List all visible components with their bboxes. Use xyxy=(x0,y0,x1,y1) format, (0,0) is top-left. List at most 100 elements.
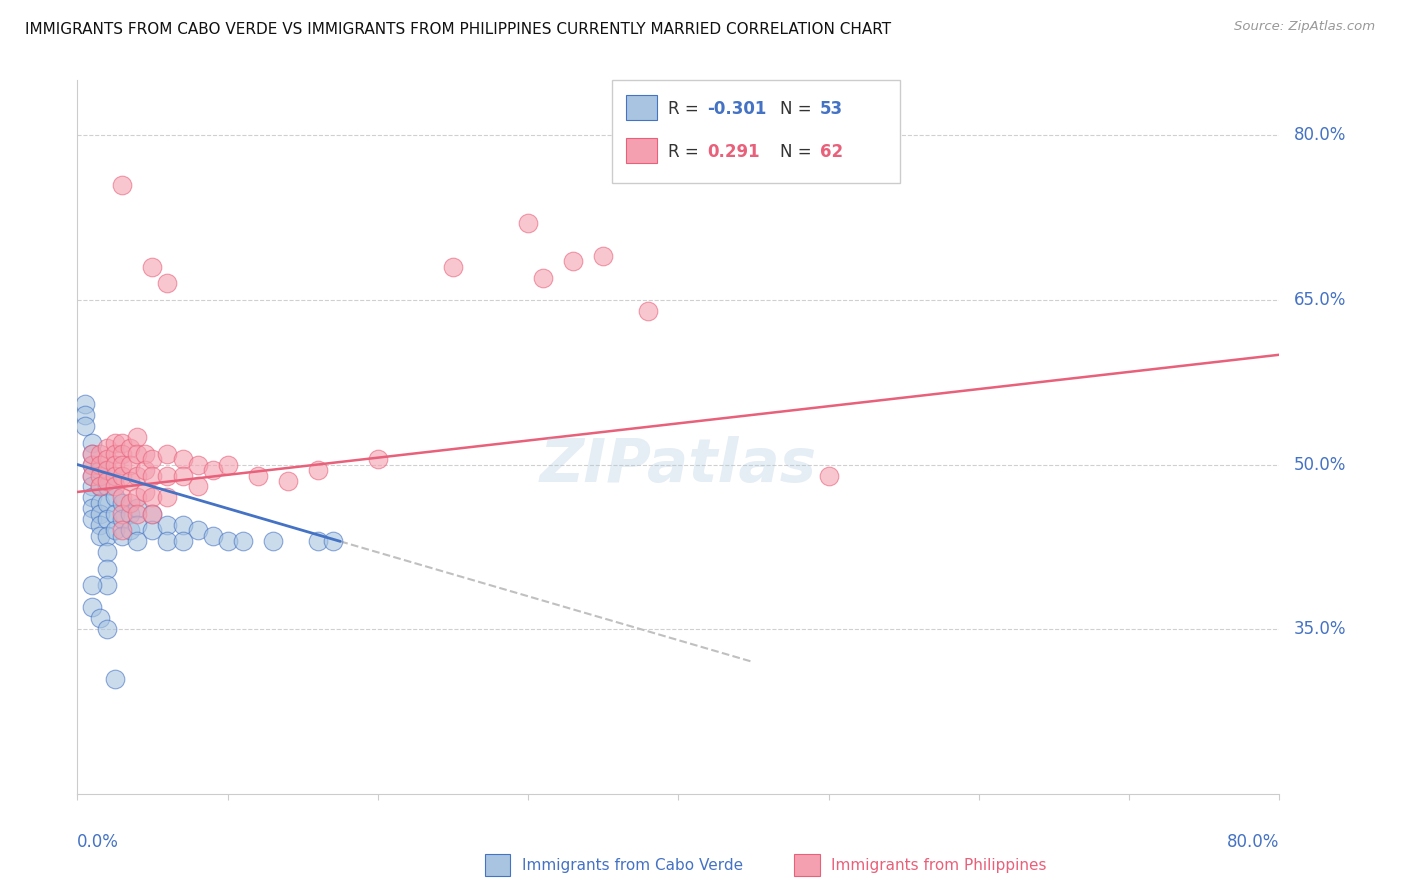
Point xyxy=(186,458,209,472)
Point xyxy=(104,446,127,460)
Point xyxy=(104,435,127,450)
Point xyxy=(104,479,127,493)
Point xyxy=(246,468,269,483)
Point xyxy=(104,672,127,686)
Text: R =: R = xyxy=(668,100,704,118)
Point xyxy=(82,435,104,450)
Point xyxy=(96,622,118,636)
Point xyxy=(118,474,141,488)
Point xyxy=(134,485,156,500)
Point xyxy=(118,496,141,510)
Point xyxy=(562,254,585,268)
Point xyxy=(217,458,239,472)
Point xyxy=(73,419,96,434)
Point xyxy=(127,491,149,505)
Text: 62: 62 xyxy=(820,143,842,161)
Point xyxy=(111,496,134,510)
Point xyxy=(118,507,141,521)
Text: N =: N = xyxy=(780,100,817,118)
Point xyxy=(89,517,111,532)
Point xyxy=(96,578,118,592)
Point xyxy=(111,458,134,472)
Point xyxy=(134,463,156,477)
Point xyxy=(111,468,134,483)
Point xyxy=(141,507,163,521)
Point xyxy=(127,446,149,460)
Point xyxy=(134,446,156,460)
Point xyxy=(127,468,149,483)
Text: 0.291: 0.291 xyxy=(707,143,759,161)
Point xyxy=(96,474,118,488)
Point xyxy=(262,534,284,549)
Point xyxy=(111,178,134,192)
Point xyxy=(127,430,149,444)
Point xyxy=(96,512,118,526)
Point xyxy=(127,534,149,549)
Point xyxy=(172,452,194,467)
Text: 50.0%: 50.0% xyxy=(1294,456,1347,474)
Point xyxy=(186,524,209,538)
Point xyxy=(96,496,118,510)
Point xyxy=(141,491,163,505)
Point xyxy=(141,260,163,274)
Point xyxy=(82,458,104,472)
Point xyxy=(82,458,104,472)
Point xyxy=(232,534,254,549)
Text: ZIPatlas: ZIPatlas xyxy=(540,436,817,495)
Point xyxy=(73,408,96,422)
Point xyxy=(89,529,111,543)
Text: Immigrants from Cabo Verde: Immigrants from Cabo Verde xyxy=(522,858,742,872)
Point xyxy=(82,501,104,516)
Point xyxy=(517,216,540,230)
Point xyxy=(172,468,194,483)
Point xyxy=(141,468,163,483)
Point xyxy=(96,479,118,493)
Text: N =: N = xyxy=(780,143,817,161)
Point xyxy=(89,496,111,510)
Point xyxy=(104,507,127,521)
Point xyxy=(817,468,839,483)
Point xyxy=(96,562,118,576)
Point xyxy=(141,524,163,538)
Point xyxy=(118,441,141,455)
Point xyxy=(156,468,179,483)
Point xyxy=(111,507,134,521)
Point xyxy=(89,458,111,472)
Point xyxy=(127,501,149,516)
Point xyxy=(307,534,329,549)
Point xyxy=(89,479,111,493)
Point xyxy=(89,468,111,483)
Point xyxy=(111,512,134,526)
Point xyxy=(118,524,141,538)
Point xyxy=(172,517,194,532)
Point xyxy=(156,534,179,549)
Text: Immigrants from Philippines: Immigrants from Philippines xyxy=(831,858,1046,872)
Point xyxy=(186,479,209,493)
Point xyxy=(592,249,614,263)
Text: Source: ZipAtlas.com: Source: ZipAtlas.com xyxy=(1234,20,1375,33)
Point xyxy=(201,463,224,477)
Point xyxy=(111,524,134,538)
Point xyxy=(172,534,194,549)
Point xyxy=(156,446,179,460)
Point xyxy=(367,452,389,467)
Text: 65.0%: 65.0% xyxy=(1294,291,1347,309)
Point xyxy=(96,452,118,467)
Point xyxy=(89,479,111,493)
Point xyxy=(89,611,111,625)
Point xyxy=(111,435,134,450)
Point xyxy=(82,446,104,460)
Point xyxy=(96,463,118,477)
Point xyxy=(82,468,104,483)
Point xyxy=(104,458,127,472)
Text: R =: R = xyxy=(668,143,709,161)
Point xyxy=(104,491,127,505)
Point xyxy=(82,446,104,460)
Point xyxy=(127,517,149,532)
Point xyxy=(73,397,96,411)
Point xyxy=(82,479,104,493)
Point xyxy=(89,507,111,521)
Point xyxy=(82,600,104,615)
Point xyxy=(277,474,299,488)
Point xyxy=(307,463,329,477)
